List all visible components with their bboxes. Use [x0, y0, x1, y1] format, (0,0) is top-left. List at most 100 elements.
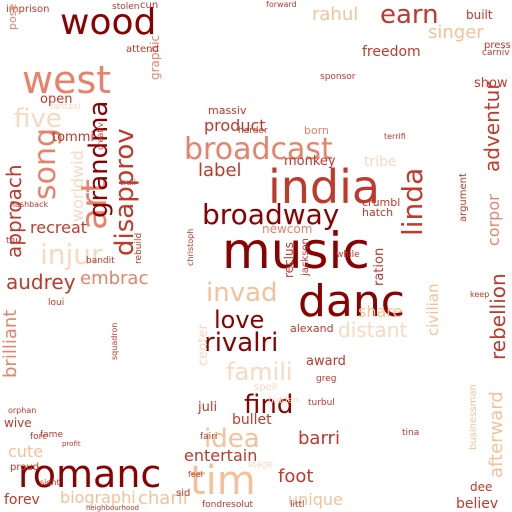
word-product: product [204, 116, 266, 135]
word-rebuild: rebuild [134, 232, 144, 264]
word-terrifi: terrifi [384, 132, 406, 141]
word-earn: earn [380, 0, 439, 30]
word-massiv: massiv [208, 104, 247, 117]
word-greg: greg [316, 374, 337, 384]
word-sight: sight [40, 478, 60, 487]
word-pose: pose [6, 3, 19, 30]
word-tina: tina [402, 428, 420, 438]
word-rivalri: rivalri [204, 328, 279, 358]
word-sid: sid [176, 488, 191, 499]
word-sponsor: sponsor [320, 72, 356, 82]
word-squadron: squadron [110, 322, 119, 360]
word-reclus: reclus [282, 242, 296, 278]
word-graphic: graphic [148, 34, 162, 80]
word-audrey: audrey [6, 270, 76, 294]
word-danc: danc [298, 276, 405, 327]
word-broadway: broadway [202, 198, 340, 231]
word-india: india [268, 160, 381, 214]
word-wive: wive [4, 416, 32, 430]
word-rahul: rahul [312, 4, 359, 25]
word-flashback: flashback [10, 200, 49, 209]
word-biographi: biographi [60, 488, 136, 507]
word-famili: famili [226, 358, 293, 386]
word-feel: feel [188, 470, 203, 479]
word-carniv: carniv [482, 48, 510, 58]
word-stolen: stolen [112, 2, 140, 12]
word-stage: stage [248, 460, 273, 470]
word-charli: charli [138, 488, 188, 509]
word-five: five [14, 104, 62, 134]
word-romanc: romanc [18, 452, 162, 496]
word-press: press [484, 40, 511, 51]
word-cun: cun [140, 0, 159, 11]
word-label: label [198, 160, 242, 181]
word-west: west [22, 58, 112, 102]
word-forev: forev [4, 492, 40, 508]
word-tim: tim [190, 458, 256, 504]
word-embrac: embrac [80, 268, 149, 289]
word-turbul: turbul [308, 398, 335, 408]
word-harder: harder [238, 126, 268, 136]
word-attend: attend [126, 44, 159, 55]
word-fondresolut: fondresolut [202, 500, 254, 510]
word-while: while [336, 250, 360, 260]
word-dee: dee [470, 480, 493, 494]
word-distant: distant [338, 318, 408, 342]
word-fairi: fairi [200, 432, 218, 442]
word-love: love [214, 306, 265, 334]
word-jackson: jackson [300, 238, 311, 276]
word-tommi: tommi [52, 130, 94, 145]
word-crumbl: crumbl [362, 196, 401, 209]
word-show: show [474, 76, 508, 91]
word-born: born [304, 124, 330, 137]
word-adventur: adventur [480, 81, 504, 172]
word-argument: argument [458, 173, 469, 222]
word-share: share [358, 302, 403, 321]
word-littl: littl [290, 500, 305, 510]
word-civilian: civilian [424, 283, 442, 337]
word-singer: singer [428, 22, 484, 43]
word-invad: invad [206, 278, 278, 308]
word-recreat: recreat [30, 218, 88, 237]
word-entertain: entertain [184, 446, 258, 465]
word-thu: thu [6, 236, 21, 246]
word-businessman: businessman [468, 384, 479, 450]
word-award: award [306, 354, 346, 369]
word-hidden: hidden [268, 396, 299, 406]
word-injur: injur [40, 238, 103, 271]
word-neighbourhood: neighbourhood [86, 504, 139, 512]
word-corpor: corpor [484, 194, 503, 246]
word-forc: forc [30, 432, 48, 442]
word-juli: juli [198, 400, 218, 415]
word-newcom: newcom [262, 222, 313, 236]
word-linda: linda [396, 167, 429, 236]
word-profit: profit [62, 440, 81, 448]
word-creativ: creativ [96, 122, 105, 150]
word-foot: foot [278, 466, 314, 487]
word-brilliant: brilliant [0, 309, 21, 378]
word-open: open [40, 92, 73, 107]
word-idea: idea [204, 424, 260, 454]
word-broadcast: broadcast [184, 132, 333, 167]
word-rebellion: rebellion [486, 273, 510, 360]
word-hatch: hatch [362, 206, 394, 219]
word-imprison: imprison [6, 4, 50, 15]
word-truli: truli [120, 178, 136, 187]
word-monkey: monkey [284, 154, 336, 169]
word-music: music [222, 222, 370, 280]
word-forward: forward [266, 0, 297, 9]
word-fame: fame [40, 430, 63, 440]
word-cute: cute [8, 442, 44, 461]
word-worldwid: worldwid [68, 150, 87, 222]
word-fantasi: fantasi [50, 102, 81, 112]
word-unique: unique [288, 490, 343, 509]
word-center: center [196, 324, 211, 366]
word-bullet: bullet [232, 412, 272, 428]
word-freedom: freedom [362, 44, 421, 60]
word-proud: proud [10, 462, 40, 473]
word-alexand: alexand [290, 322, 334, 335]
word-loui: loui [48, 298, 65, 308]
word-tribe: tribe [364, 154, 397, 170]
word-afterward: afterward [486, 391, 507, 478]
